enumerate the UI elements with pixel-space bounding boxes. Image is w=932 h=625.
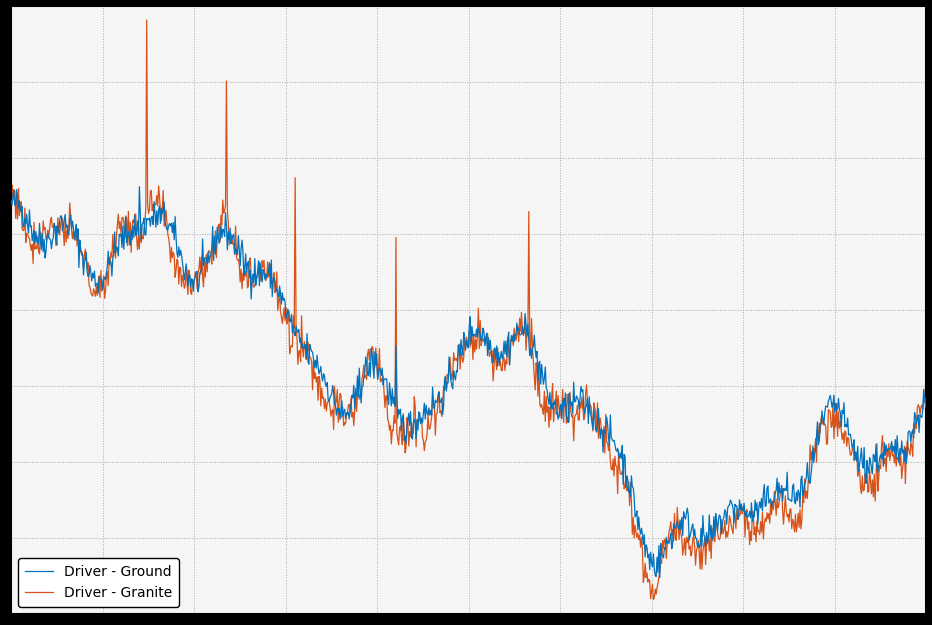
- Driver - Granite: [409, 402, 420, 410]
- Driver - Ground: [721, 521, 733, 528]
- Driver - Granite: [737, 504, 748, 511]
- Driver - Ground: [921, 392, 932, 399]
- Driver - Granite: [141, 16, 152, 24]
- Driver - Ground: [635, 530, 646, 538]
- Driver - Ground: [654, 574, 665, 581]
- Driver - Ground: [737, 507, 748, 514]
- Driver - Granite: [6, 186, 17, 193]
- Driver - Ground: [99, 274, 110, 281]
- Driver - Granite: [377, 378, 388, 386]
- Driver - Granite: [648, 596, 659, 603]
- Line: Driver - Granite: Driver - Granite: [11, 20, 926, 599]
- Driver - Ground: [409, 418, 420, 426]
- Driver - Granite: [721, 528, 733, 535]
- Driver - Granite: [99, 294, 110, 302]
- Line: Driver - Ground: Driver - Ground: [11, 187, 926, 578]
- Driver - Ground: [6, 197, 17, 204]
- Legend: Driver - Ground, Driver - Granite: Driver - Ground, Driver - Granite: [18, 558, 179, 607]
- Driver - Ground: [134, 183, 145, 191]
- Driver - Ground: [377, 364, 388, 372]
- Driver - Granite: [635, 544, 646, 551]
- Driver - Granite: [921, 391, 932, 398]
